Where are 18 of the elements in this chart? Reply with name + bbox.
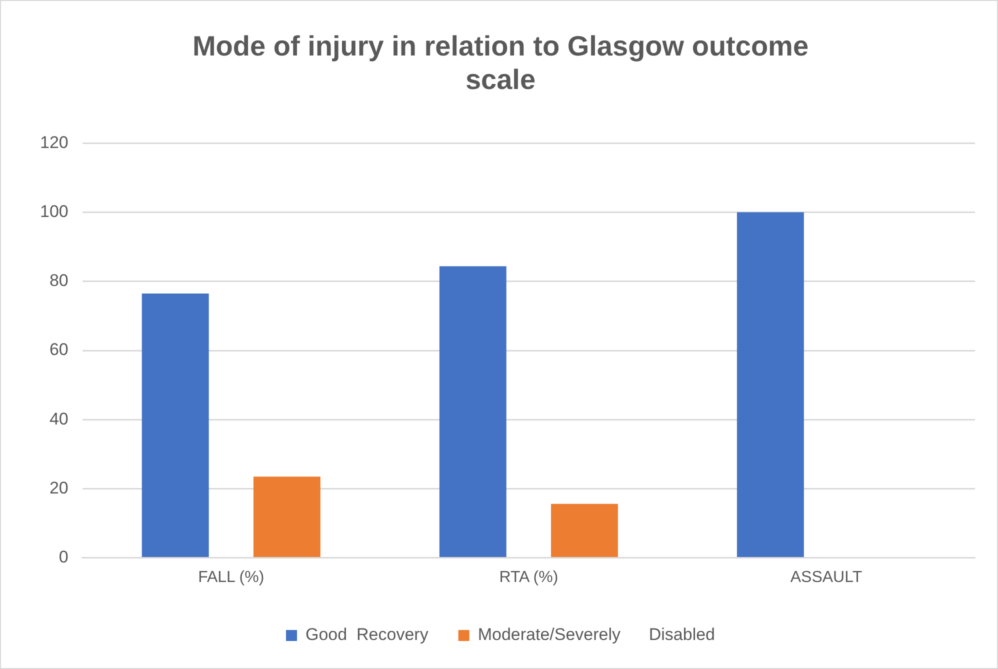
y-tick-label: 120: [40, 132, 68, 152]
bar: [736, 212, 804, 558]
y-tick-label: 20: [49, 478, 68, 498]
bar: [253, 476, 320, 558]
y-tick-label: 100: [40, 202, 68, 221]
x-tick-label: RTA (%): [499, 568, 558, 586]
legend-label: Moderate/Severely Disabled: [478, 625, 716, 644]
legend-label: Good Recovery: [306, 625, 429, 644]
x-tick-label: FALL (%): [198, 568, 264, 586]
x-tick-label: ASSAULT: [790, 568, 862, 586]
y-tick-label: 40: [49, 409, 68, 428]
bar: [439, 266, 506, 558]
y-tick-label: 0: [58, 547, 68, 566]
y-tick-label: 60: [49, 340, 68, 360]
y-tick-label: 80: [49, 271, 68, 290]
bar: [142, 293, 209, 558]
bar: [551, 504, 618, 558]
chart-title: Mode of injury in relation to Glasgow outcome scale: [192, 30, 809, 96]
